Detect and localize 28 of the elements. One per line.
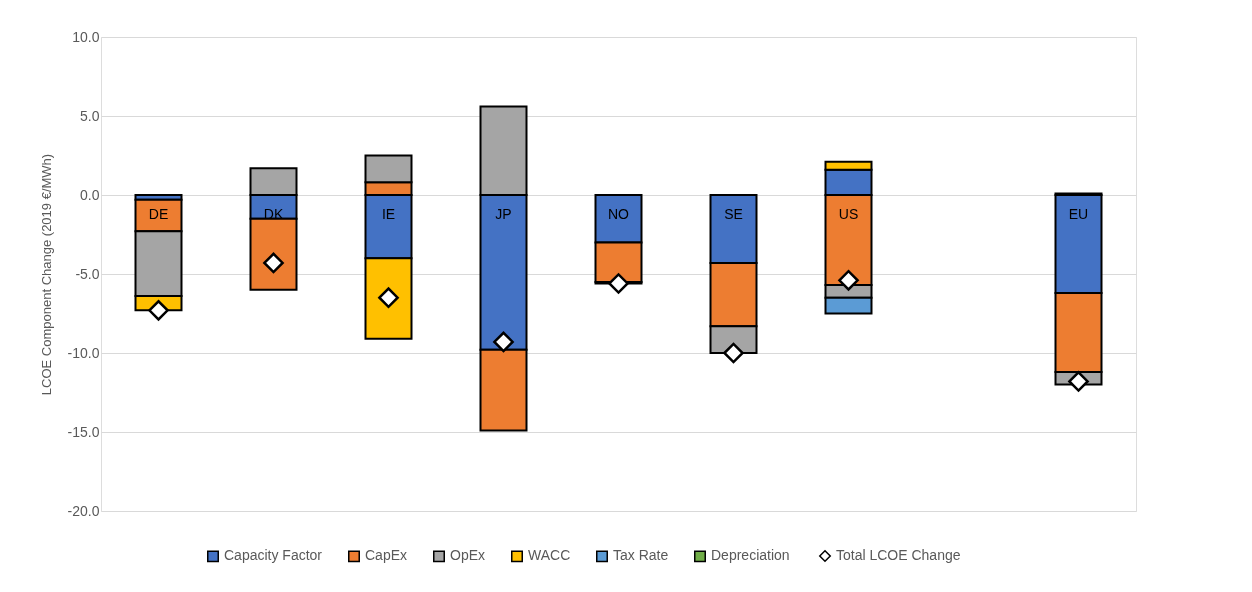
legend-label: WACC	[528, 547, 571, 564]
x-tick-label: DE	[148, 205, 169, 222]
x-tick-label: IE	[381, 205, 396, 222]
x-tick-label: JP	[495, 205, 512, 222]
y-axis-title: LCOE Component Change (2019 €/MWh)	[38, 153, 54, 396]
point	[608, 273, 629, 294]
point	[1068, 371, 1089, 392]
point	[148, 300, 169, 321]
y-tick-label: -15.0	[67, 423, 100, 440]
point	[838, 269, 859, 291]
legend-label: CapEx	[365, 547, 408, 564]
legend-label: Total LCOE Change	[836, 547, 961, 563]
y-tick-label: 5.0	[80, 107, 100, 124]
point	[723, 342, 744, 364]
point	[493, 331, 514, 353]
y-tick-label: 10.0	[72, 28, 100, 45]
legend-label: Capacity Factor	[224, 547, 323, 564]
legend-label: OpEx	[450, 547, 486, 564]
x-tick-label: NO	[608, 205, 630, 222]
y-tick-label: 0.0	[80, 186, 100, 203]
x-tick-label: US	[838, 205, 859, 222]
legend-label: Depreciation	[711, 547, 790, 564]
y-tick-label: -20.0	[67, 502, 100, 519]
y-tick-label: -5.0	[75, 265, 100, 282]
x-tick-label: EU	[1068, 205, 1089, 222]
y-tick-label: -10.0	[67, 344, 100, 361]
legend-label: Tax Rate	[613, 547, 669, 564]
x-tick-label: SE	[724, 205, 743, 222]
